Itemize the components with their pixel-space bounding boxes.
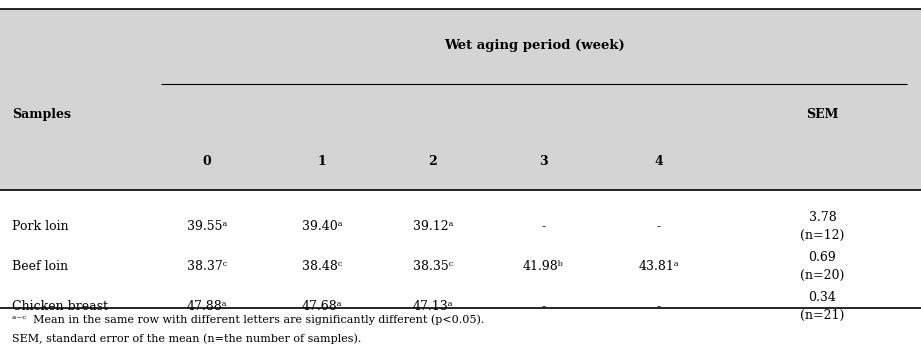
Text: 0.69
(n=20): 0.69 (n=20) <box>800 251 845 282</box>
Text: 38.48ᶜ: 38.48ᶜ <box>302 260 343 273</box>
Text: 47.88ᵃ: 47.88ᵃ <box>187 300 227 313</box>
Text: 47.68ᵃ: 47.68ᵃ <box>302 300 343 313</box>
Text: 47.13ᵃ: 47.13ᵃ <box>413 300 453 313</box>
Text: -: - <box>657 220 660 233</box>
Text: Beef loin: Beef loin <box>12 260 68 273</box>
Bar <box>0 9 921 190</box>
Text: 4: 4 <box>654 155 663 168</box>
Text: Chicken breast: Chicken breast <box>12 300 108 313</box>
Text: 3.78
(n=12): 3.78 (n=12) <box>800 211 845 242</box>
Text: 1: 1 <box>318 155 327 168</box>
Text: 0: 0 <box>203 155 212 168</box>
Text: 39.40ᵃ: 39.40ᵃ <box>302 220 343 233</box>
Text: SEM, standard error of the mean (n=the number of samples).: SEM, standard error of the mean (n=the n… <box>12 333 361 343</box>
Text: Samples: Samples <box>12 108 71 121</box>
Text: -: - <box>657 300 660 313</box>
Text: 38.37ᶜ: 38.37ᶜ <box>187 260 227 273</box>
Text: 38.35ᶜ: 38.35ᶜ <box>413 260 453 273</box>
Text: 3: 3 <box>539 155 548 168</box>
Bar <box>0 308 921 348</box>
Text: 41.98ᵇ: 41.98ᵇ <box>523 260 564 273</box>
Text: 2: 2 <box>428 155 437 168</box>
Text: Pork loin: Pork loin <box>12 220 68 233</box>
Text: -: - <box>542 220 545 233</box>
Text: ᵃ⁻ᶜ  Mean in the same row with different letters are significantly different (p<: ᵃ⁻ᶜ Mean in the same row with different … <box>12 315 484 325</box>
Bar <box>0 190 921 308</box>
Text: SEM: SEM <box>806 108 839 121</box>
Text: 39.12ᵃ: 39.12ᵃ <box>413 220 453 233</box>
Text: 0.34
(n=21): 0.34 (n=21) <box>800 291 845 322</box>
Text: Wet aging period (week): Wet aging period (week) <box>444 39 624 52</box>
Text: 39.55ᵃ: 39.55ᵃ <box>187 220 227 233</box>
Text: -: - <box>542 300 545 313</box>
Text: 43.81ᵃ: 43.81ᵃ <box>638 260 679 273</box>
